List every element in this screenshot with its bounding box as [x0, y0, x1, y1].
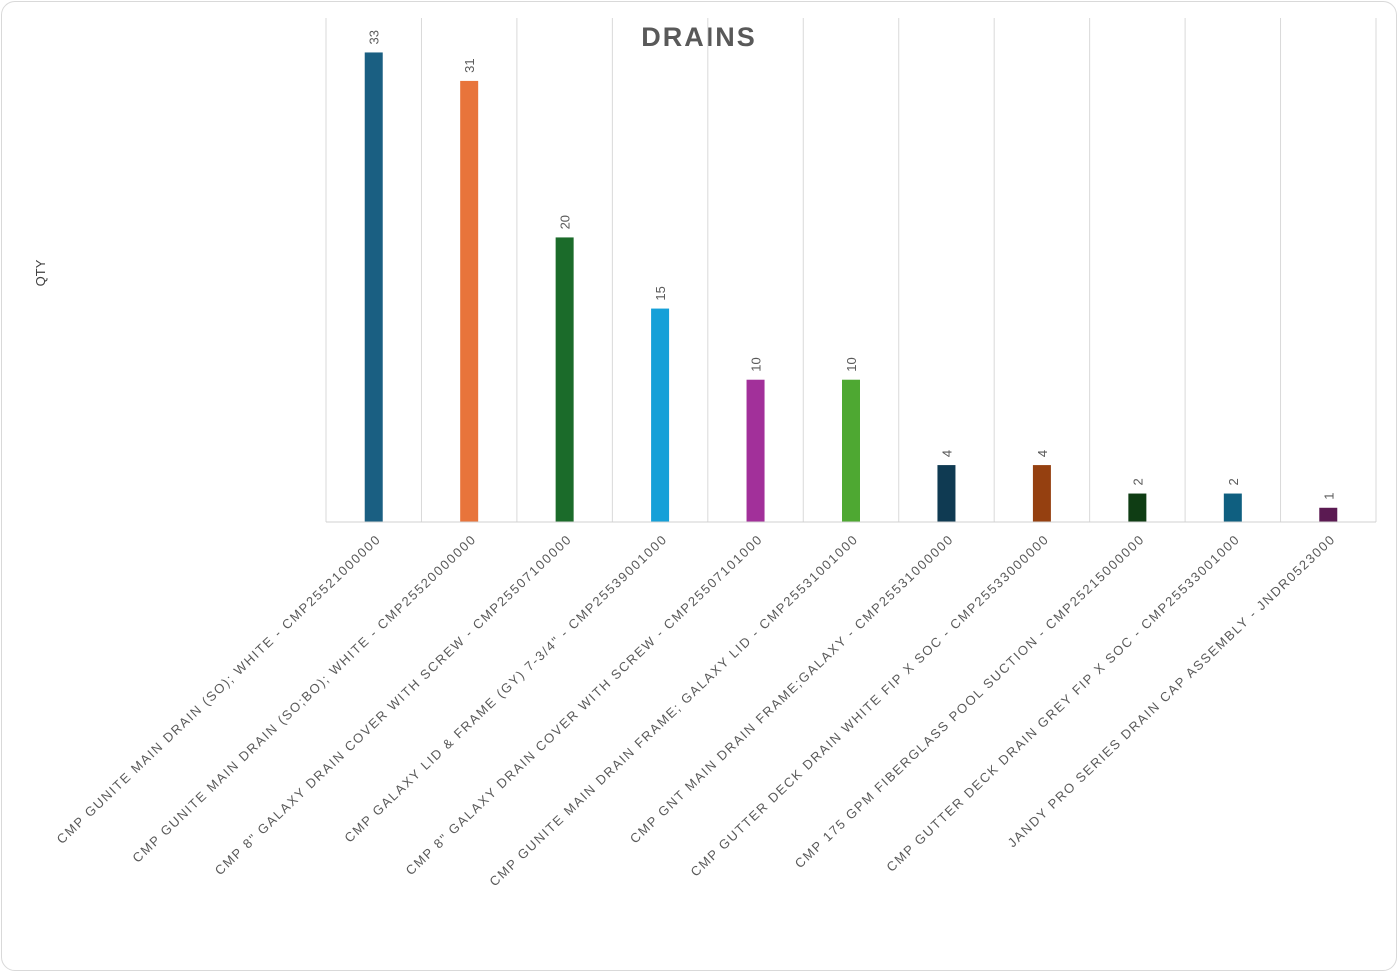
x-tick-label: JANDY PRO SERIES DRAIN CAP ASSEMBLY - JN…: [1005, 531, 1339, 850]
data-label: 4: [1035, 450, 1050, 457]
data-label: 10: [749, 357, 764, 371]
data-label: 31: [462, 58, 477, 72]
data-label: 2: [1226, 478, 1241, 485]
bar: [842, 379, 860, 522]
bar: [1319, 507, 1338, 522]
x-tick-label: CMP GUTTER DECK DRAIN GREY FIP X SOC - C…: [883, 531, 1243, 874]
data-label: 15: [653, 286, 668, 300]
bar: [364, 52, 383, 522]
x-tick-label: CMP GALAXY LID & FRAME (GY) 7-3/4" - CMP…: [341, 531, 670, 845]
x-tick-label: CMP 8" GALAXY DRAIN COVER WITH SCREW - C…: [403, 531, 766, 878]
x-tick-label: CMP 175 GPM FIBERGLASS POOL SUCTION - CM…: [792, 531, 1148, 871]
bars: [364, 52, 1338, 523]
x-tick-label: CMP GUTTER DECK DRAIN WHITE FIP X SOC - …: [687, 531, 1051, 879]
data-label: 33: [367, 30, 382, 44]
bar: [937, 465, 956, 522]
data-label: 4: [939, 450, 954, 457]
data-label: 20: [558, 215, 573, 229]
x-tick-labels: CMP GUNITE MAIN DRAIN (SO); WHITE - CMP2…: [54, 531, 1339, 889]
bar: [555, 237, 574, 522]
x-tick-label: CMP 8" GALAXY DRAIN COVER WITH SCREW - C…: [212, 531, 575, 878]
data-label: 1: [1321, 493, 1336, 500]
x-tick-label: CMP GNT MAIN DRAIN FRAME;GALAXY - CMP255…: [627, 531, 957, 846]
bar: [1032, 465, 1051, 522]
x-tick-label: CMP GUNITE MAIN DRAIN (SO;BO); WHITE - C…: [129, 531, 479, 865]
x-tick-label: CMP GUNITE MAIN DRAIN FRAME; GALAXY LID …: [486, 531, 861, 889]
data-labels: 33 31 20 15 10 10 4 4 2 2 1: [367, 30, 1337, 500]
gridlines: [325, 18, 1377, 522]
y-axis-label: QTY: [33, 259, 48, 286]
chart-title: DRAINS: [641, 22, 757, 52]
data-label: 10: [844, 357, 859, 371]
bar: [460, 80, 479, 523]
bar: [746, 379, 765, 522]
bar: [651, 308, 670, 522]
data-label: 2: [1130, 478, 1145, 485]
x-tick-label: CMP GUNITE MAIN DRAIN (SO); WHITE - CMP2…: [54, 531, 384, 846]
bar: [1128, 493, 1147, 522]
bar: [1223, 493, 1242, 522]
